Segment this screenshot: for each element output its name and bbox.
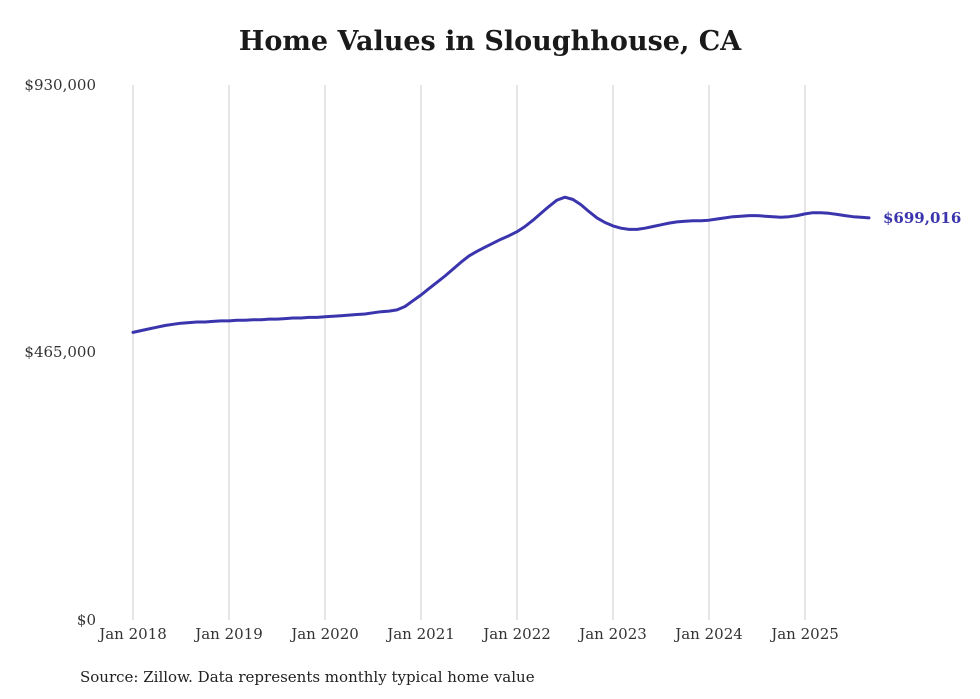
x-axis-label: Jan 2024 xyxy=(675,625,743,643)
chart-title: Home Values in Sloughhouse, CA xyxy=(238,26,742,57)
x-axis-label: Jan 2018 xyxy=(99,625,167,643)
source-note: Source: Zillow. Data represents monthly … xyxy=(80,668,535,686)
x-axis-label: Jan 2020 xyxy=(291,625,359,643)
line-end-value-label: $699,016 xyxy=(883,208,962,227)
x-axis-label: Jan 2021 xyxy=(387,625,455,643)
y-axis-label-top: $930,000 xyxy=(24,76,96,94)
x-axis-label: Jan 2022 xyxy=(483,625,551,643)
home-value-line xyxy=(131,195,871,334)
y-axis-label-bottom: $0 xyxy=(76,611,96,629)
x-axis-label: Jan 2019 xyxy=(195,625,263,643)
x-axis-label: Jan 2025 xyxy=(771,625,839,643)
y-axis-label-middle: $465,000 xyxy=(24,343,96,361)
x-axis-label: Jan 2023 xyxy=(579,625,647,643)
